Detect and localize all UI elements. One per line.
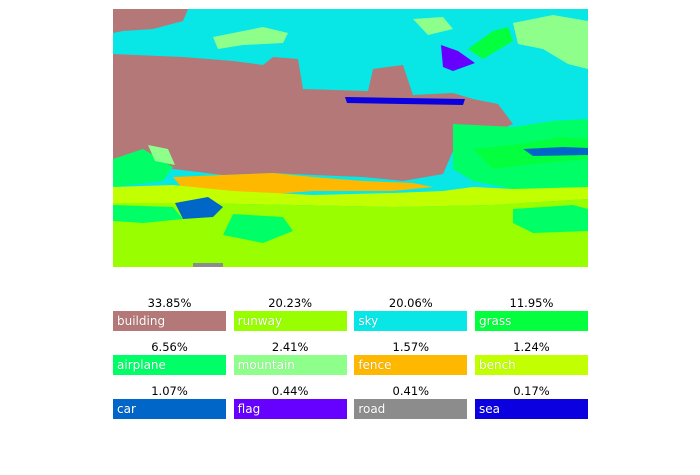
region-runway xyxy=(113,199,588,267)
legend-swatch: sky xyxy=(354,311,468,331)
region-road xyxy=(193,263,223,267)
legend-item-airplane: 6.56% airplane xyxy=(113,340,226,382)
legend-item-grass: 11.95% grass xyxy=(474,296,588,338)
region-building xyxy=(113,54,513,181)
region-building xyxy=(113,9,188,33)
legend-item-runway: 20.23% runway xyxy=(233,296,347,338)
legend-swatch: road xyxy=(354,399,468,419)
legend-percent: 11.95% xyxy=(509,296,554,310)
region-mountain xyxy=(213,27,288,49)
region-mountain xyxy=(148,145,175,165)
legend-percent: 20.23% xyxy=(268,296,313,310)
region-grass xyxy=(113,205,183,223)
legend-swatch: flag xyxy=(233,399,347,419)
legend-swatch: sea xyxy=(474,399,588,419)
class-legend: 33.85% building 20.23% runway 20.06% sky… xyxy=(113,296,588,428)
legend-percent: 2.41% xyxy=(271,340,309,354)
legend-swatch: building xyxy=(113,311,226,331)
legend-item-sea: 0.17% sea xyxy=(474,384,588,426)
legend-swatch: airplane xyxy=(113,355,226,375)
region-car xyxy=(523,147,588,156)
legend-item-building: 33.85% building xyxy=(113,296,226,338)
legend-item-bench: 1.24% bench xyxy=(474,340,588,382)
legend-percent: 6.56% xyxy=(151,340,188,354)
region-fence xyxy=(173,173,433,195)
legend-item-sky: 20.06% sky xyxy=(354,296,468,338)
legend-swatch: grass xyxy=(474,311,588,331)
legend-item-mountain: 2.41% mountain xyxy=(233,340,347,382)
region-flag xyxy=(441,45,475,71)
region-grass xyxy=(223,214,293,243)
legend-row: 33.85% building 20.23% runway 20.06% sky… xyxy=(113,296,588,338)
legend-swatch: runway xyxy=(233,311,347,331)
region-mountain xyxy=(513,15,588,69)
legend-percent: 1.57% xyxy=(392,340,430,354)
legend-percent: 1.24% xyxy=(513,340,550,354)
legend-percent: 0.17% xyxy=(513,384,550,398)
legend-percent: 1.07% xyxy=(151,384,188,398)
legend-percent: 0.44% xyxy=(271,384,309,398)
legend-swatch: bench xyxy=(474,355,588,375)
region-grass xyxy=(513,205,588,233)
legend-swatch: mountain xyxy=(233,355,347,375)
region-mountain xyxy=(413,17,453,35)
legend-swatch: car xyxy=(113,399,226,419)
legend-item-flag: 0.44% flag xyxy=(233,384,347,426)
legend-item-car: 1.07% car xyxy=(113,384,226,426)
legend-swatch: fence xyxy=(354,355,468,375)
legend-item-road: 0.41% road xyxy=(354,384,468,426)
legend-percent: 20.06% xyxy=(388,296,433,310)
region-bench xyxy=(113,185,588,207)
segmentation-map xyxy=(113,9,588,267)
legend-percent: 33.85% xyxy=(147,296,192,310)
region-car xyxy=(175,197,223,219)
legend-row: 1.07% car 0.44% flag 0.41% road 0.17% se… xyxy=(113,384,588,426)
legend-row: 6.56% airplane 2.41% mountain 1.57% fenc… xyxy=(113,340,588,382)
region-grass xyxy=(468,27,513,59)
legend-percent: 0.41% xyxy=(392,384,430,398)
legend-item-fence: 1.57% fence xyxy=(354,340,468,382)
region-sea xyxy=(345,97,465,105)
